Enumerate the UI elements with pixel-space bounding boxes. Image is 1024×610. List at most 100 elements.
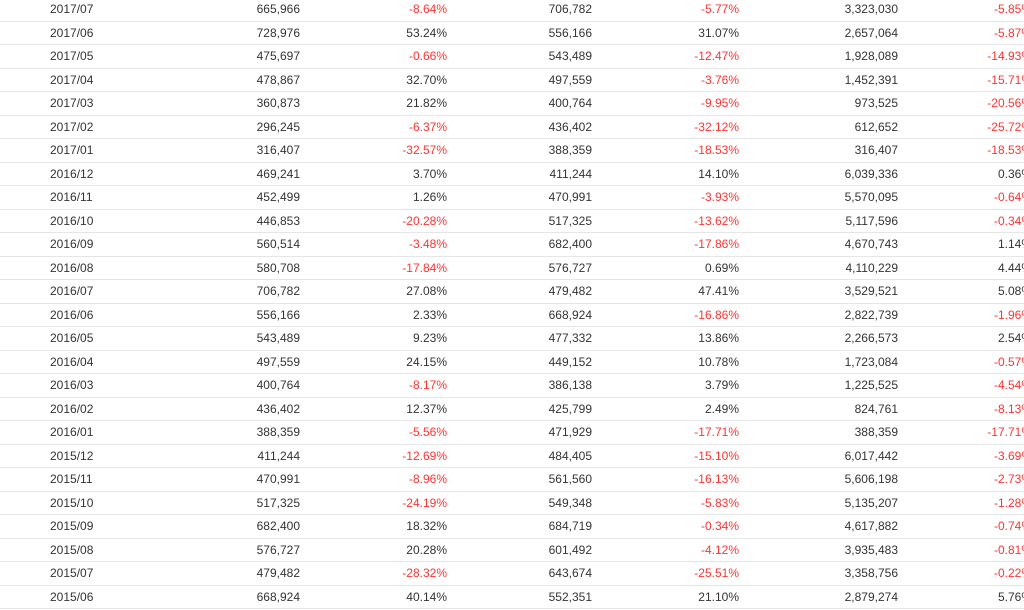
change-cell-1: 18.32% [300, 514, 447, 539]
change-cell-1: -24.19% [300, 491, 447, 515]
value-cell-2: 425,799 [447, 397, 592, 421]
change-cell-1: -17.84% [300, 256, 447, 280]
cumulative-cell: 316,407 [739, 138, 898, 163]
table-row: 2016/02 436,402 12.37% 425,799 2.49% 824,761-… [0, 397, 1024, 421]
change-cell-2: 0.69% [592, 256, 739, 280]
cumulative-change-cell: 0.36% [898, 162, 1024, 186]
value-cell-1: 436,402 [160, 397, 300, 421]
cumulative-change-cell: -5.87% [898, 21, 1024, 45]
change-cell-2: 31.07% [592, 21, 739, 45]
change-cell-2: -3.93% [592, 185, 739, 210]
change-cell-1: -28.32% [300, 561, 447, 586]
change-cell-1: -8.17% [300, 373, 447, 398]
month-cell: 2015/10 [0, 491, 160, 515]
table-row: 2017/01 316,407 -32.57% 388,359 -18.53% 316,4… [0, 138, 1024, 163]
value-cell-1: 728,976 [160, 21, 300, 45]
cumulative-cell: 5,570,095 [739, 185, 898, 210]
month-cell: 2017/06 [0, 21, 160, 45]
value-cell-2: 388,359 [447, 138, 592, 163]
month-cell: 2016/06 [0, 303, 160, 327]
cumulative-change-cell: -5.85% [898, 0, 1024, 22]
table-row: 2016/10 446,853 -20.28% 517,325 -13.62% 5,117… [0, 209, 1024, 233]
change-cell-2: -32.12% [592, 115, 739, 139]
cumulative-change-cell: -18.53% [898, 138, 1024, 163]
table-row: 2017/04 478,867 32.70% 497,559 -3.76% 1,452,3… [0, 68, 1024, 92]
cumulative-cell: 3,935,483 [739, 538, 898, 562]
table-row: 2015/12 411,244 -12.69% 484,405 -15.10% 6,017… [0, 444, 1024, 468]
cumulative-change-cell: 1.14% [898, 232, 1024, 257]
change-cell-1: 9.23% [300, 326, 447, 351]
cumulative-change-cell: 4.44% [898, 256, 1024, 280]
value-cell-1: 452,499 [160, 185, 300, 210]
change-cell-1: -3.48% [300, 232, 447, 257]
table-row: 2017/02 296,245 -6.37% 436,402 -32.12% 612,65… [0, 115, 1024, 139]
table-row: 2016/11 452,499 1.26% 470,991 -3.93% 5,570,09… [0, 185, 1024, 210]
table-row: 2016/09 560,514 -3.48% 682,400 -17.86% 4,670,… [0, 232, 1024, 257]
value-cell-2: 601,492 [447, 538, 592, 562]
value-cell-2: 411,244 [447, 162, 592, 186]
cumulative-cell: 6,017,442 [739, 444, 898, 468]
month-cell: 2016/08 [0, 256, 160, 280]
change-cell-2: 3.79% [592, 373, 739, 398]
table-row: 2016/03 400,764 -8.17% 386,138 3.79% 1,225,52… [0, 373, 1024, 398]
value-cell-1: 400,764 [160, 373, 300, 398]
month-cell: 2015/11 [0, 467, 160, 492]
cumulative-change-cell: -0.34% [898, 209, 1024, 233]
month-cell: 2017/05 [0, 44, 160, 69]
cumulative-cell: 4,617,882 [739, 514, 898, 539]
table-row: 2016/07 706,782 27.08% 479,482 47.41% 3,529,5… [0, 279, 1024, 304]
change-cell-2: -17.71% [592, 420, 739, 445]
change-cell-1: 21.82% [300, 91, 447, 116]
value-cell-2: 477,332 [447, 326, 592, 351]
cumulative-change-cell: -3.69% [898, 444, 1024, 468]
table-row: 2016/04 497,559 24.15% 449,152 10.78% 1,723,0… [0, 350, 1024, 374]
month-cell: 2017/03 [0, 91, 160, 116]
month-cell: 2015/09 [0, 514, 160, 539]
table-row: 2017/06 728,976 53.24% 556,166 31.07% 2,657,0… [0, 21, 1024, 45]
value-cell-2: 449,152 [447, 350, 592, 374]
table-row: 2016/06 556,166 2.33% 668,924 -16.86% 2,822,7… [0, 303, 1024, 327]
cumulative-change-cell: -0.81% [898, 538, 1024, 562]
cumulative-change-cell: -1.28% [898, 491, 1024, 515]
change-cell-2: 21.10% [592, 585, 739, 609]
value-cell-2: 471,929 [447, 420, 592, 445]
month-cell: 2015/08 [0, 538, 160, 562]
change-cell-1: -32.57% [300, 138, 447, 163]
cumulative-change-cell: -1.96% [898, 303, 1024, 327]
change-cell-2: -25.51% [592, 561, 739, 586]
cumulative-change-cell: 5.08% [898, 279, 1024, 304]
month-cell: 2016/05 [0, 326, 160, 351]
value-cell-2: 543,489 [447, 44, 592, 69]
cumulative-cell: 2,879,274 [739, 585, 898, 609]
change-cell-2: -16.86% [592, 303, 739, 327]
value-cell-2: 643,674 [447, 561, 592, 586]
change-cell-2: -3.76% [592, 68, 739, 92]
value-cell-1: 560,514 [160, 232, 300, 257]
cumulative-change-cell: -25.72% [898, 115, 1024, 139]
month-cell: 2016/04 [0, 350, 160, 374]
change-cell-1: -12.69% [300, 444, 447, 468]
change-cell-1: -20.28% [300, 209, 447, 233]
cumulative-change-cell: -0.22% [898, 561, 1024, 586]
month-cell: 2017/04 [0, 68, 160, 92]
value-cell-1: 446,853 [160, 209, 300, 233]
cumulative-cell: 612,652 [739, 115, 898, 139]
value-cell-2: 706,782 [447, 0, 592, 22]
cumulative-change-cell: -17.71% [898, 420, 1024, 445]
change-cell-2: 2.49% [592, 397, 739, 421]
value-cell-1: 576,727 [160, 538, 300, 562]
change-cell-1: -0.66% [300, 44, 447, 69]
cumulative-change-cell: -2.73% [898, 467, 1024, 492]
change-cell-1: -6.37% [300, 115, 447, 139]
value-cell-2: 484,405 [447, 444, 592, 468]
value-cell-1: 478,867 [160, 68, 300, 92]
month-cell: 2016/02 [0, 397, 160, 421]
change-cell-1: 1.26% [300, 185, 447, 210]
table-row: 2016/08 580,708 -17.84% 576,727 0.69% 4,110,2… [0, 256, 1024, 280]
cumulative-change-cell: -8.13% [898, 397, 1024, 421]
cumulative-cell: 3,358,756 [739, 561, 898, 586]
cumulative-cell: 5,135,207 [739, 491, 898, 515]
change-cell-2: 14.10% [592, 162, 739, 186]
cumulative-cell: 4,110,229 [739, 256, 898, 280]
